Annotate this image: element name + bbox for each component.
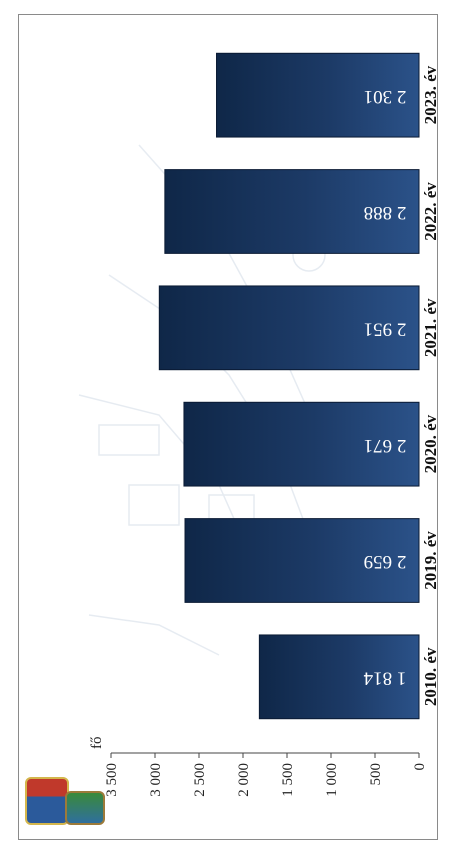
category-label: 2022. év — [421, 182, 439, 241]
value-label: 2 659 — [364, 551, 407, 572]
coat-of-arms-icon — [25, 777, 69, 825]
tick-label: 3 000 — [148, 763, 164, 797]
category-labels: 2010. év 2019. év 2020. év 2021. év 2022. év… — [421, 65, 439, 706]
value-label: 2 951 — [364, 318, 407, 339]
value-label: 2 671 — [364, 435, 407, 456]
value-label: 2 301 — [364, 86, 407, 107]
tick-label: 1 500 — [280, 763, 296, 797]
bars: 1 814 2 659 2 671 2 951 2 888 2 301 — [158, 52, 420, 720]
category-label: 2021. év — [421, 298, 439, 357]
tick-label: 2 500 — [192, 763, 208, 797]
town-badge-icon — [65, 791, 105, 825]
unit-label: fő — [89, 737, 105, 750]
bar — [216, 52, 420, 138]
tick-label: 500 — [368, 763, 384, 786]
bar — [258, 634, 420, 720]
tick-label: 3 500 — [104, 763, 120, 797]
tick-label: 0 — [412, 763, 428, 771]
category-label: 2020. év — [421, 414, 439, 473]
value-label: 2 888 — [364, 202, 407, 223]
tick-label: 2 000 — [236, 763, 252, 797]
value-label: 1 814 — [363, 667, 406, 688]
bar — [183, 401, 420, 487]
chart-frame: 0 500 1 000 1 500 2 000 2 500 3 000 3 500 fő 1 8… — [18, 14, 439, 840]
category-label: 2019. év — [421, 531, 439, 590]
category-label: 2023. év — [421, 65, 439, 124]
bar-chart: 0 500 1 000 1 500 2 000 2 500 3 000 3 500 fő 1 8… — [78, 52, 439, 797]
value-axis: 0 500 1 000 1 500 2 000 2 500 3 000 3 500 fő — [89, 737, 428, 797]
bar — [164, 169, 420, 254]
bar — [158, 285, 420, 371]
category-label: 2010. év — [421, 647, 439, 706]
bar — [184, 518, 420, 603]
tick-label: 1 000 — [324, 763, 340, 797]
